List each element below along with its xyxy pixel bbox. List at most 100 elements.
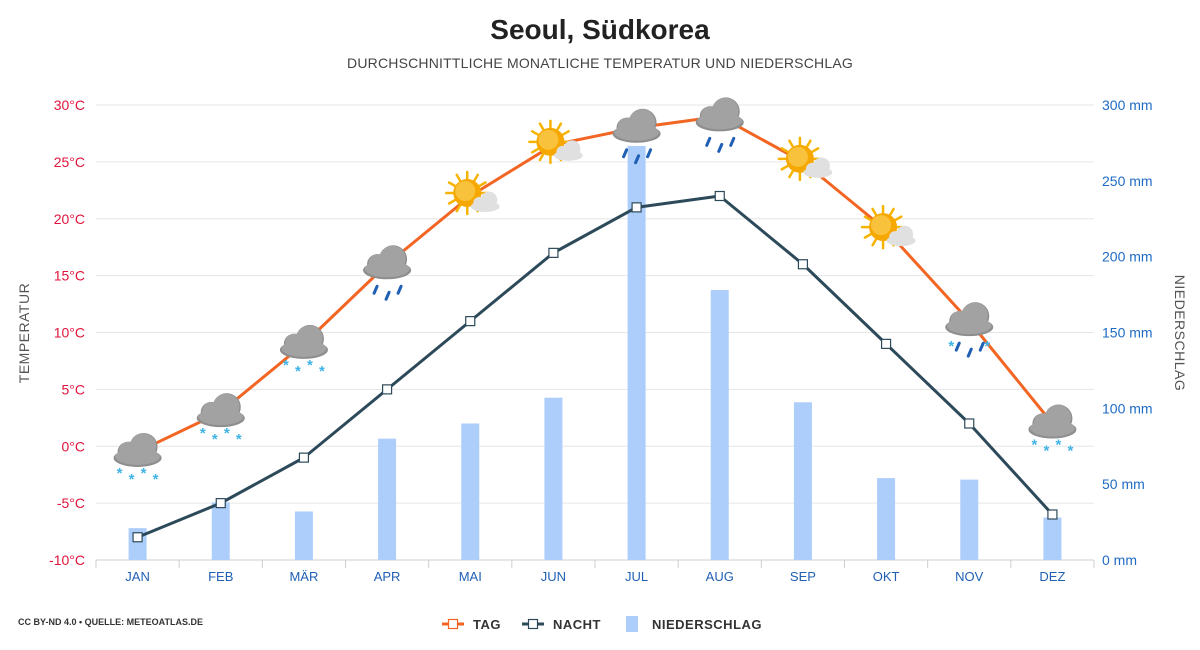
night-point [1047, 509, 1058, 520]
rain-drop [729, 136, 736, 147]
legend-label-night: NACHT [553, 617, 601, 632]
legend-label-precip: NIEDERSCHLAG [652, 617, 762, 632]
snowflake: * [224, 425, 230, 442]
snowflake: * [1043, 443, 1049, 460]
legend: TAG NACHT NIEDERSCHLAG [442, 616, 762, 632]
y-right-tick-label: 100 mm [1102, 400, 1153, 416]
y-left-tick-label: 10°C [54, 325, 85, 341]
rain-drop [978, 341, 985, 352]
weather-icon-cloud-snow: * * * * [196, 393, 245, 448]
source-credit: CC BY-ND 4.0 • QUELLE: METEOATLAS.DE [18, 617, 203, 627]
night-point [215, 498, 226, 509]
weather-icon-sun-cloud [777, 136, 833, 182]
chart-title: Seoul, Südkorea [490, 14, 710, 45]
snowflake: * [212, 431, 218, 448]
y-left-tick-label: 5°C [62, 381, 86, 397]
snowflake: * [948, 338, 954, 355]
x-tick-label: JUN [541, 569, 566, 584]
y-left-tick-label: 20°C [54, 211, 85, 227]
weather-icon-cloud-rain [363, 245, 412, 301]
snowflake: * [1067, 443, 1073, 460]
x-tick-label: OKT [873, 569, 900, 584]
night-point [631, 202, 642, 213]
night-point [298, 452, 310, 463]
rain-drop [622, 148, 629, 159]
y-right-tick-label: 0 mm [1102, 552, 1137, 568]
snowflake: * [319, 363, 325, 380]
y-right-tick-label: 250 mm [1102, 173, 1153, 189]
legend-label-day: TAG [473, 617, 501, 632]
y-left-tick-label: 25°C [54, 154, 85, 170]
rain-drop [705, 136, 712, 147]
day-temperature-line [136, 114, 1054, 454]
x-tick-label: MÄR [289, 569, 318, 584]
y-right-tick-label: 300 mm [1102, 97, 1153, 113]
precip-bar [461, 423, 480, 560]
rain-drop [384, 290, 391, 301]
y-right-tick-label: 150 mm [1102, 325, 1153, 341]
snowflake: * [283, 357, 289, 374]
night-point [465, 316, 476, 327]
cloud-shape [803, 157, 833, 178]
snowflake: * [200, 425, 206, 442]
x-tick-label: FEB [208, 569, 233, 584]
y-right-tick-label: 200 mm [1102, 249, 1153, 265]
weather-icon-cloud-rain-snow: * * [945, 302, 994, 358]
rain-drop [954, 341, 961, 352]
weather-icon-sun-cloud [445, 170, 500, 216]
cloud-shape [281, 325, 327, 357]
night-point [548, 247, 559, 258]
y-right-axis-title: NIEDERSCHLAG [1172, 275, 1188, 391]
y-left-tick-label: 0°C [62, 438, 86, 454]
weather-icon-cloud-snow: * * * * [279, 324, 328, 380]
rain-drop [396, 284, 403, 295]
weather-icon-cloud-snow: * * * * [1028, 404, 1077, 460]
snowflake: * [141, 465, 147, 482]
legend-night-marker [527, 618, 539, 630]
night-point [714, 190, 725, 202]
x-tick-label: SEP [790, 569, 816, 584]
precip-bar [710, 290, 729, 560]
snowflake: * [295, 363, 301, 380]
night-temperature-line [137, 194, 1054, 539]
night-point [880, 338, 892, 349]
weather-icon-cloud-rain [612, 108, 661, 165]
rain-drop [966, 347, 973, 358]
x-tick-label: DEZ [1039, 569, 1065, 584]
legend-precip-swatch [626, 616, 638, 632]
cloud-shape [115, 433, 160, 465]
cloud-shape [554, 140, 583, 161]
x-tick-label: JUL [625, 569, 648, 584]
snowflake: * [153, 471, 159, 488]
snowflake: * [117, 465, 123, 482]
precip-bar [378, 438, 397, 560]
y-left-tick-label: -5°C [57, 495, 85, 511]
rain-drop [634, 154, 641, 165]
x-tick-label: NOV [955, 569, 984, 584]
snowflake: * [307, 357, 313, 374]
y-right-tick-label: 50 mm [1102, 476, 1145, 492]
y-left-tick-label: 15°C [54, 268, 85, 284]
precip-bar [877, 478, 896, 560]
cloud-shape [470, 191, 500, 212]
rain-drop [646, 148, 653, 159]
cloud-shape [198, 393, 244, 426]
chart-subtitle: DURCHSCHNITTLICHE MONATLICHE TEMPERATUR … [347, 55, 853, 71]
night-point [797, 259, 809, 270]
night-point [381, 384, 393, 395]
precip-bar [793, 402, 812, 560]
snowflake: * [236, 431, 242, 448]
cloud-shape [946, 302, 992, 335]
precip-bar [960, 479, 979, 560]
y-left-axis-title: TEMPERATUR [16, 283, 32, 383]
y-left-tick-label: 30°C [54, 97, 85, 113]
weather-icon-sun-cloud [528, 119, 583, 165]
weather-icon-sun-cloud [860, 204, 916, 250]
y-left-tick-label: -10°C [49, 552, 85, 568]
x-tick-label: MAI [459, 569, 482, 584]
precip-bar [544, 397, 563, 560]
cloud-shape [364, 245, 410, 278]
weather-icon-cloud-snow: * * * * [113, 432, 162, 488]
